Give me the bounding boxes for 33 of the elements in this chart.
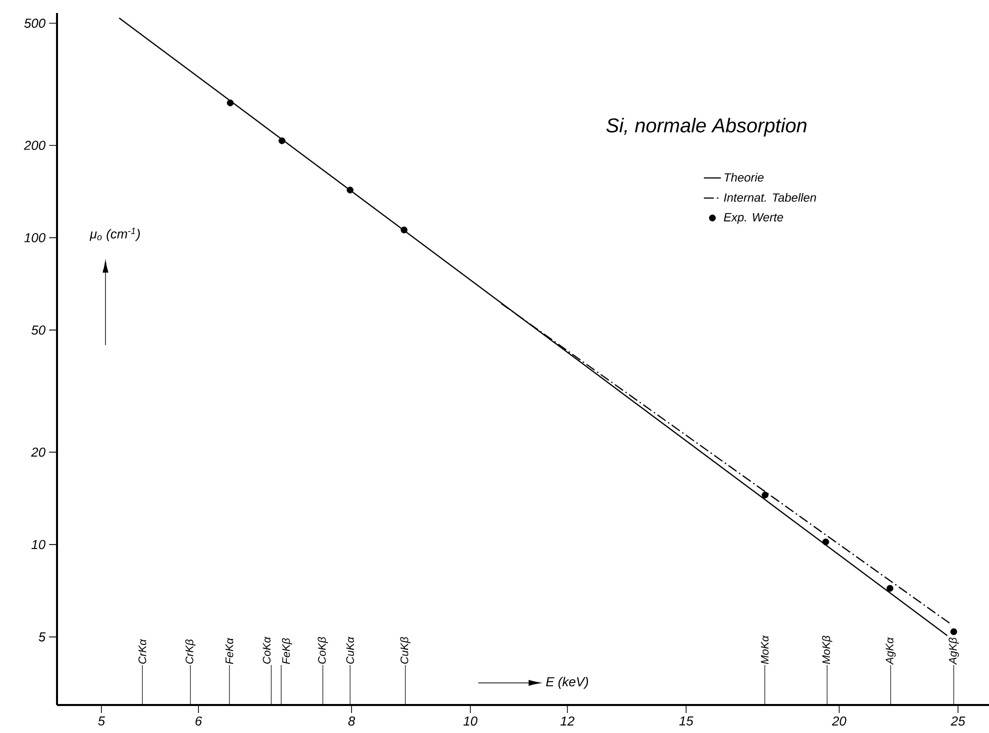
ref-line-label: CuKβ <box>400 637 410 664</box>
x-tick-label: 5 <box>98 716 106 726</box>
legend-label: Exp. Werte <box>724 213 784 224</box>
x-tick-label: 8 <box>348 716 356 726</box>
ref-line-label: FeKβ <box>282 638 292 664</box>
x-tick-label: 25 <box>950 716 966 726</box>
x-tick-label: 15 <box>679 716 694 726</box>
ref-line-label: AgKβ <box>948 638 959 665</box>
ref-line-label: AgKα <box>886 637 896 665</box>
y-axis-title: μ$_{o}$ (cm$^{-1}$) <box>90 228 140 242</box>
x-tick-label: 12 <box>560 716 574 726</box>
y-tick-label: 200 <box>24 140 46 150</box>
ref-line-label: MoKβ <box>822 636 832 664</box>
ref-line-label: CoKα <box>262 636 271 664</box>
ref-line-label: MoKα <box>760 635 769 664</box>
legend-label: Internat. Tabellen <box>724 193 816 202</box>
text: Si, normale Absorption <box>606 118 806 136</box>
legend-label: Theorie <box>724 172 764 182</box>
x-tick-label: 10 <box>463 716 478 726</box>
y-tick-label: 50 <box>31 325 46 335</box>
y-tick-label: 500 <box>24 18 46 28</box>
ref-line-label: CrKβ <box>185 639 196 664</box>
ref-line-label: CuKα <box>346 636 354 664</box>
x-tick-label: 6 <box>196 716 202 726</box>
y-tick-label: 5 <box>38 632 46 642</box>
ref-line-label: CoKβ <box>318 637 328 664</box>
x-tick-label: 20 <box>832 716 846 726</box>
y-tick-label: 100 <box>24 233 46 242</box>
ref-line-label: FeKα <box>226 638 234 664</box>
y-tick-label: 10 <box>31 540 46 550</box>
ref-line-label: CrKα <box>138 638 146 664</box>
x-axis-title: E (keV) <box>546 676 588 689</box>
y-tick-label: 20 <box>31 448 46 457</box>
